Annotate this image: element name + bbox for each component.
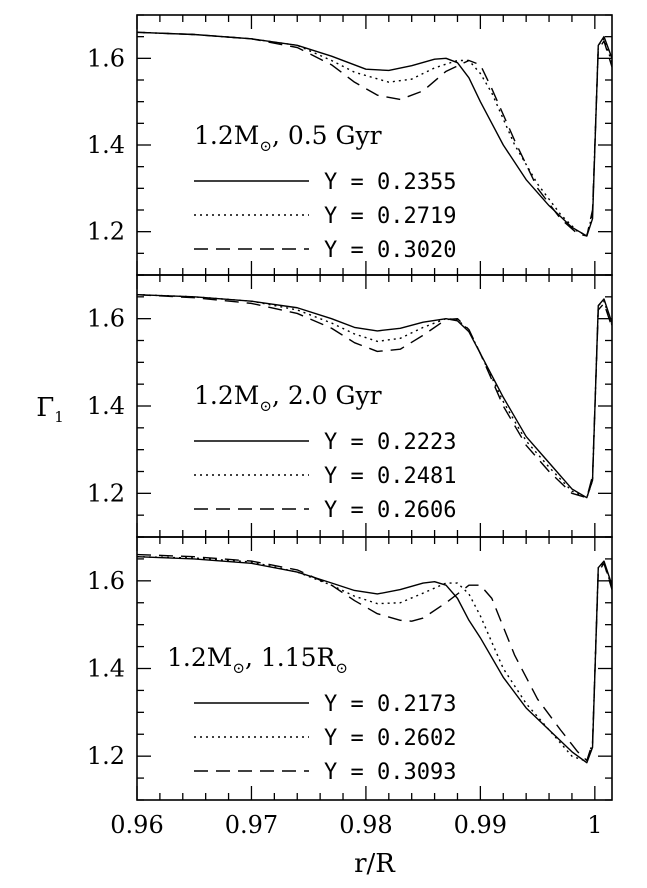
y-tick-label: 1.2 <box>87 479 125 507</box>
x-tick-label: 0.97 <box>225 811 278 839</box>
y-tick-label: 1.2 <box>87 742 125 770</box>
x-tick-label: 0.98 <box>339 811 392 839</box>
legend-label: Y = 0.2173 <box>324 692 456 717</box>
y-axis-label: Γ1 <box>36 393 64 426</box>
legend-label: Y = 0.2223 <box>324 430 456 455</box>
annotation-rest: , 0.5 Gyr <box>272 121 382 150</box>
x-tick-labels: 0.96 0.97 0.98 0.99 1 <box>110 811 602 839</box>
annotation-rest: , 1.15R <box>245 643 337 672</box>
y-axis-label-main: Γ <box>36 393 54 423</box>
x-tick-label: 1 <box>587 811 602 839</box>
series-line-solid <box>137 31 612 237</box>
y-tick-label: 1.6 <box>87 44 125 72</box>
y-tick-label: 1.4 <box>87 392 125 420</box>
panel-annotation: 1.2M⊙, 2.0 Gyr <box>194 381 382 415</box>
annotation-main: 1.2M <box>167 643 232 672</box>
annotation-sun-subscript: ⊙ <box>259 137 272 155</box>
annotation-sun-subscript: ⊙ <box>232 659 245 677</box>
annotation-main: 1.2M <box>194 381 259 410</box>
panel-annotation: 1.2M⊙, 0.5 Gyr <box>194 121 382 155</box>
legend-label: Y = 0.2481 <box>324 464 456 489</box>
y-tick-label: 1.6 <box>87 567 125 595</box>
legend-label: Y = 0.3093 <box>324 760 456 785</box>
legend-label: Y = 0.3020 <box>324 238 456 263</box>
x-tick-label: 0.96 <box>110 811 163 839</box>
y-axis-label-subscript: 1 <box>54 408 64 426</box>
series-line-dashed <box>137 31 612 237</box>
legend-label: Y = 0.2355 <box>324 170 456 195</box>
annotation-rest: , 2.0 Gyr <box>272 381 382 410</box>
series-line-dashed <box>137 553 612 762</box>
y-tick-label: 1.4 <box>87 131 125 159</box>
x-axis-label: r/R <box>354 849 396 879</box>
y-tick-label: 1.6 <box>87 305 125 333</box>
axis-labels: r/R Γ1 <box>36 393 396 879</box>
legend-label: Y = 0.2719 <box>324 204 456 229</box>
panel-annotation: 1.2M⊙, 1.15R⊙ <box>167 643 348 677</box>
panel-1: 1.2 1.4 1.6 1.2M⊙, 0.5 Gyr Y = 0.2355 Y = 0.2… <box>87 14 613 276</box>
legend-label: Y = 0.2606 <box>324 498 456 523</box>
annotation-sun-subscript-2: ⊙ <box>335 659 348 677</box>
y-tick-label: 1.2 <box>87 218 125 246</box>
annotation-sun-subscript: ⊙ <box>259 397 272 415</box>
x-tick-label: 0.99 <box>454 811 507 839</box>
annotation-main: 1.2M <box>194 121 259 150</box>
series-line-dashed <box>137 293 612 499</box>
panel-2: 1.2 1.4 1.6 1.2M⊙, 2.0 Gyr Y = 0.2223 Y = 0.2… <box>87 274 613 538</box>
legend-label: Y = 0.2602 <box>324 726 456 751</box>
y-tick-label: 1.4 <box>87 655 125 683</box>
